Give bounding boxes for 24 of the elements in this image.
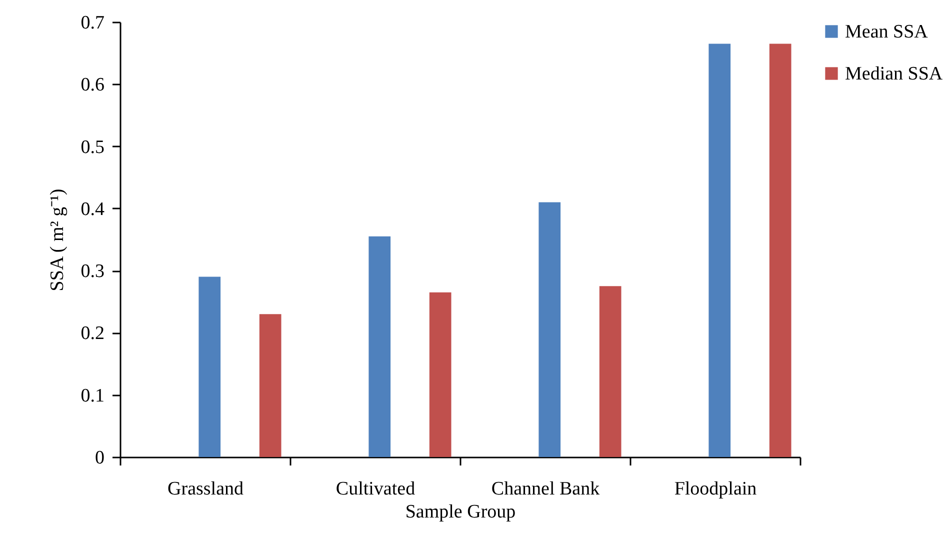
y-tick-label: 0.1 <box>80 385 104 406</box>
bar <box>198 276 221 457</box>
bar <box>599 286 622 457</box>
y-tick-label: 0.3 <box>80 261 104 282</box>
x-tick-label: Grassland <box>168 478 244 500</box>
bar <box>259 314 282 457</box>
bar <box>368 236 391 457</box>
x-axis-title: Sample Group <box>405 502 516 522</box>
y-tick-label: 0.7 <box>80 12 104 34</box>
y-tick-label: 0.5 <box>80 136 104 158</box>
y-tick-label: 0 <box>95 448 104 468</box>
y-tick-label: 0.4 <box>80 198 105 220</box>
y-tick-label: 0.2 <box>80 323 104 344</box>
bar <box>708 44 731 457</box>
bar <box>429 292 452 457</box>
bar <box>769 44 792 457</box>
y-tick-label: 0.6 <box>80 74 104 96</box>
legend-label: Median SSA <box>845 64 943 84</box>
x-tick-label: Floodplain <box>674 478 758 500</box>
x-tick-label: Channel Bank <box>491 478 600 500</box>
bar <box>538 202 561 457</box>
legend-label: Mean SSA <box>845 22 928 42</box>
y-axis-title: SSA ( m² g⁻¹) <box>46 188 68 292</box>
x-tick-label: Cultivated <box>336 478 416 500</box>
